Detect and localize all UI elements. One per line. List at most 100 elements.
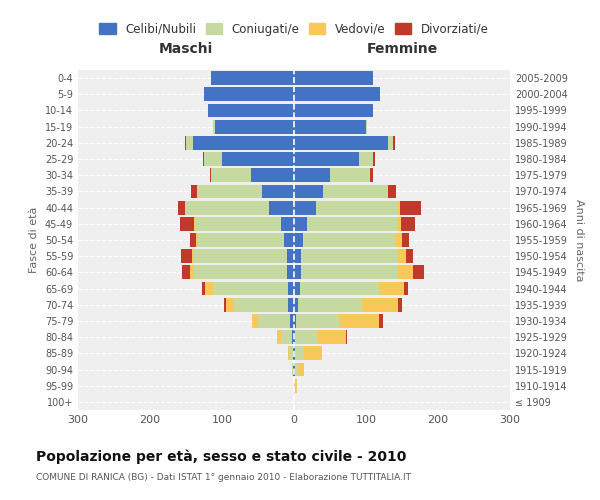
Bar: [388, 136, 394, 149]
Bar: [398, 298, 402, 312]
Bar: [210, 168, 211, 182]
Bar: [394, 136, 395, 149]
Bar: [252, 314, 258, 328]
Bar: [294, 120, 366, 134]
Bar: [294, 298, 298, 312]
Bar: [179, 217, 194, 230]
Bar: [215, 120, 294, 134]
Text: Popolazione per età, sesso e stato civile - 2010: Popolazione per età, sesso e stato civil…: [36, 450, 406, 464]
Bar: [406, 250, 413, 263]
Text: Maschi: Maschi: [159, 42, 213, 56]
Bar: [222, 152, 294, 166]
Bar: [203, 152, 204, 166]
Bar: [396, 233, 402, 247]
Bar: [258, 314, 290, 328]
Bar: [186, 200, 269, 214]
Bar: [294, 152, 359, 166]
Bar: [294, 136, 388, 149]
Bar: [290, 314, 294, 328]
Bar: [317, 330, 346, 344]
Bar: [398, 266, 413, 280]
Bar: [330, 168, 370, 182]
Bar: [211, 71, 294, 85]
Bar: [294, 233, 302, 247]
Bar: [292, 330, 294, 344]
Bar: [397, 217, 401, 230]
Bar: [400, 200, 421, 214]
Bar: [294, 88, 380, 101]
Bar: [316, 200, 398, 214]
Bar: [298, 298, 362, 312]
Bar: [251, 168, 294, 182]
Bar: [379, 314, 383, 328]
Bar: [185, 136, 186, 149]
Bar: [295, 379, 297, 392]
Bar: [196, 233, 197, 247]
Bar: [284, 233, 294, 247]
Bar: [401, 217, 415, 230]
Bar: [289, 346, 293, 360]
Bar: [294, 314, 296, 328]
Bar: [181, 250, 192, 263]
Bar: [277, 330, 281, 344]
Bar: [301, 250, 398, 263]
Bar: [294, 250, 301, 263]
Bar: [294, 184, 323, 198]
Bar: [288, 282, 294, 296]
Bar: [197, 233, 284, 247]
Bar: [296, 314, 340, 328]
Bar: [294, 168, 330, 182]
Bar: [301, 266, 398, 280]
Bar: [300, 282, 379, 296]
Bar: [190, 233, 196, 247]
Bar: [281, 330, 292, 344]
Bar: [226, 298, 234, 312]
Bar: [288, 298, 294, 312]
Bar: [340, 314, 379, 328]
Bar: [185, 200, 186, 214]
Bar: [294, 362, 295, 376]
Bar: [295, 362, 298, 376]
Bar: [202, 282, 205, 296]
Y-axis label: Anni di nascita: Anni di nascita: [574, 198, 584, 281]
Bar: [197, 184, 262, 198]
Bar: [192, 250, 193, 263]
Bar: [262, 184, 294, 198]
Bar: [359, 152, 373, 166]
Bar: [211, 168, 251, 182]
Bar: [287, 266, 294, 280]
Bar: [234, 298, 288, 312]
Bar: [287, 346, 289, 360]
Bar: [362, 298, 398, 312]
Bar: [205, 282, 212, 296]
Bar: [287, 250, 294, 263]
Bar: [208, 104, 294, 118]
Bar: [294, 71, 373, 85]
Bar: [292, 362, 293, 376]
Bar: [298, 362, 304, 376]
Bar: [323, 184, 388, 198]
Bar: [214, 120, 215, 134]
Bar: [281, 217, 294, 230]
Bar: [294, 330, 295, 344]
Bar: [194, 217, 281, 230]
Bar: [293, 362, 294, 376]
Bar: [294, 200, 316, 214]
Bar: [388, 184, 395, 198]
Text: Femmine: Femmine: [367, 42, 437, 56]
Bar: [193, 136, 294, 149]
Bar: [212, 282, 288, 296]
Bar: [295, 330, 317, 344]
Bar: [373, 152, 376, 166]
Bar: [178, 200, 185, 214]
Bar: [204, 152, 222, 166]
Bar: [269, 200, 294, 214]
Bar: [402, 233, 409, 247]
Bar: [186, 136, 193, 149]
Bar: [294, 266, 301, 280]
Bar: [193, 266, 287, 280]
Text: COMUNE DI RANICA (BG) - Dati ISTAT 1° gennaio 2010 - Elaborazione TUTTITALIA.IT: COMUNE DI RANICA (BG) - Dati ISTAT 1° ge…: [36, 472, 411, 482]
Bar: [204, 88, 294, 101]
Bar: [370, 168, 373, 182]
Bar: [190, 266, 193, 280]
